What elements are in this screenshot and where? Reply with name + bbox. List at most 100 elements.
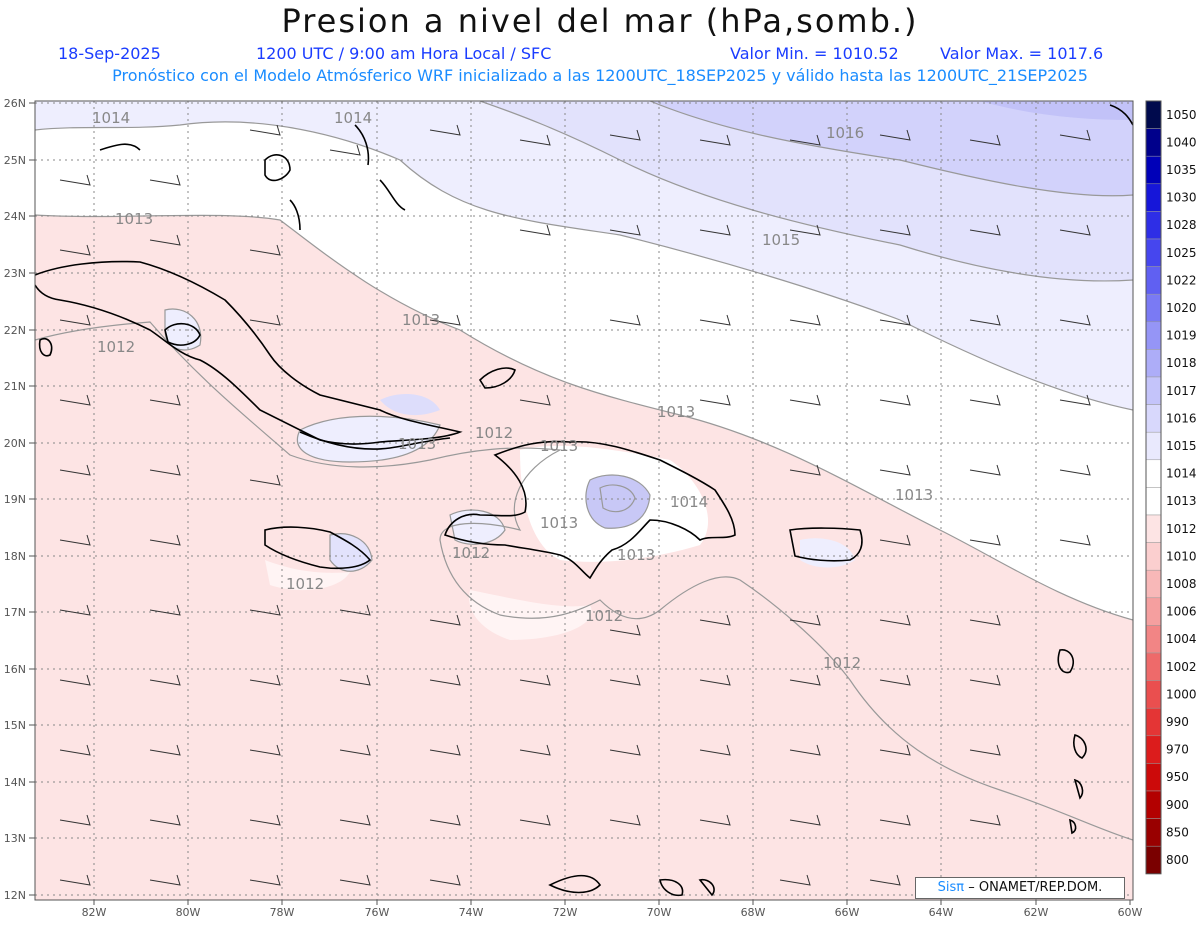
south-patch [469, 590, 592, 640]
contour-label: 1014 [92, 109, 130, 127]
colorbar-swatch [1145, 542, 1162, 571]
contour-label: 1012 [585, 607, 623, 625]
lon-label: 78W [270, 906, 295, 919]
colorbar-frame [1145, 100, 1162, 875]
lat-label: 12N [4, 889, 26, 902]
lon-label: 68W [741, 906, 766, 919]
colorbar-swatch [1145, 100, 1162, 129]
colorbar-swatch [1145, 404, 1162, 433]
wind-barbs [59, 124, 1091, 886]
colorbar-label: 850 [1166, 825, 1189, 839]
colorbar-label: 1022 [1166, 273, 1197, 287]
credit-box: Sisπ – ONAMET/REP.DOM. [915, 877, 1125, 899]
colorbar-label: 950 [1166, 770, 1189, 784]
colorbar-label: 1014 [1166, 467, 1197, 481]
colorbar-swatch [1145, 569, 1162, 599]
lon-label: 76W [365, 906, 390, 919]
colorbar-swatch [1145, 349, 1162, 378]
lat-label: 21N [4, 380, 26, 393]
contour-label: 1013 [540, 514, 578, 532]
contour-label: 1013 [657, 403, 695, 421]
pressure-field-1017 [980, 101, 1133, 120]
isobars [35, 101, 1133, 841]
colorbar-swatch [1145, 818, 1162, 847]
colorbar-swatch [1145, 266, 1162, 295]
lon-ticks [93, 900, 1131, 905]
colorbar-label: 1018 [1166, 356, 1197, 370]
forecast-time: 1200 UTC / 9:00 am Hora Local / SFC [256, 44, 552, 63]
contour-label: 1013 [540, 437, 578, 455]
contour-label: 1012 [475, 424, 513, 442]
colorbar-swatch [1145, 790, 1162, 819]
colorbar-swatch [1145, 845, 1162, 875]
jamaica-patch [330, 533, 372, 572]
colorbar-label: 1012 [1166, 522, 1197, 536]
colorbar-swatch [1145, 735, 1162, 764]
colorbar-label: 1050 [1166, 108, 1197, 122]
colorbar-swatch [1145, 597, 1162, 626]
lon-label: 62W [1024, 906, 1049, 919]
plot-frame [34, 100, 1134, 901]
colorbar-label: 1004 [1166, 632, 1197, 646]
colorbar-label: 1030 [1166, 191, 1197, 205]
lat-label: 15N [4, 719, 26, 732]
colorbar-label: 1020 [1166, 301, 1197, 315]
colorbar-swatch [1145, 293, 1162, 323]
lon-label: 74W [459, 906, 484, 919]
colorbar-label: 990 [1166, 715, 1189, 729]
contour-label: 1012 [823, 654, 861, 672]
contour-label: 1013 [402, 311, 440, 329]
hispaniola-high-core [585, 475, 650, 529]
lon-label: 72W [553, 906, 578, 919]
colorbar-swatch [1145, 652, 1162, 681]
colorbar-swatch [1145, 376, 1162, 405]
colorbar-label: 800 [1166, 853, 1189, 867]
lon-label: 66W [835, 906, 860, 919]
lat-axis: 26N 25N 24N 23N 22N 21N 20N 19N 18N 17N … [4, 97, 26, 902]
colorbar: 1050 1040 1035 1030 1028 1025 1022 1020 1019 1018… [1145, 100, 1197, 875]
lat-label: 18N [4, 550, 26, 563]
colorbar-label: 1006 [1166, 605, 1197, 619]
lat-label: 23N [4, 267, 26, 280]
colorbar-label: 1019 [1166, 329, 1197, 343]
isla-juventud-patch [165, 309, 201, 350]
lon-label: 60W [1118, 906, 1143, 919]
colorbar-swatch [1145, 763, 1162, 792]
colorbar-label: 1008 [1166, 577, 1197, 591]
colorbar-label: 1035 [1166, 163, 1197, 177]
colorbar-label: 1040 [1166, 135, 1197, 149]
model-info: Pronóstico con el Modelo Atmósferico WRF… [112, 66, 1088, 85]
cuba-high-patch-2 [380, 394, 440, 416]
lat-lon-grid [35, 101, 1133, 900]
colorbar-label: 1016 [1166, 411, 1197, 425]
coastlines [35, 104, 1133, 897]
lat-label: 14N [4, 776, 26, 789]
colorbar-label: 1002 [1166, 660, 1197, 674]
colorbar-swatch [1145, 155, 1162, 185]
colorbar-label: 1025 [1166, 246, 1197, 260]
lon-label: 70W [647, 906, 672, 919]
colorbar-swatch [1145, 321, 1162, 350]
contour-label: 1014 [670, 493, 708, 511]
colorbar-swatch [1145, 514, 1162, 543]
lon-label: 64W [929, 906, 954, 919]
colorbar-label: 1017 [1166, 384, 1197, 398]
lat-label: 19N [4, 493, 26, 506]
lat-label: 16N [4, 663, 26, 676]
lat-label: 20N [4, 437, 26, 450]
contour-label: 1012 [452, 544, 490, 562]
contour-label: 1013 [617, 546, 655, 564]
contour-label: 1014 [334, 109, 372, 127]
colorbar-swatch [1145, 680, 1162, 709]
colorbar-label: 1010 [1166, 549, 1197, 563]
colorbar-label: 1028 [1166, 218, 1197, 232]
lat-label: 22N [4, 324, 26, 337]
contour-label: 1013 [895, 486, 933, 504]
colorbar-swatch [1145, 707, 1162, 737]
contour-label: 1013 [398, 435, 436, 453]
jamaica-south-patch [265, 560, 350, 591]
contour-labels: 1014 1014 1016 1013 1015 1013 1012 1013 … [92, 109, 933, 672]
value-max: Valor Max. = 1017.6 [940, 44, 1104, 63]
colorbar-label: 900 [1166, 798, 1189, 812]
